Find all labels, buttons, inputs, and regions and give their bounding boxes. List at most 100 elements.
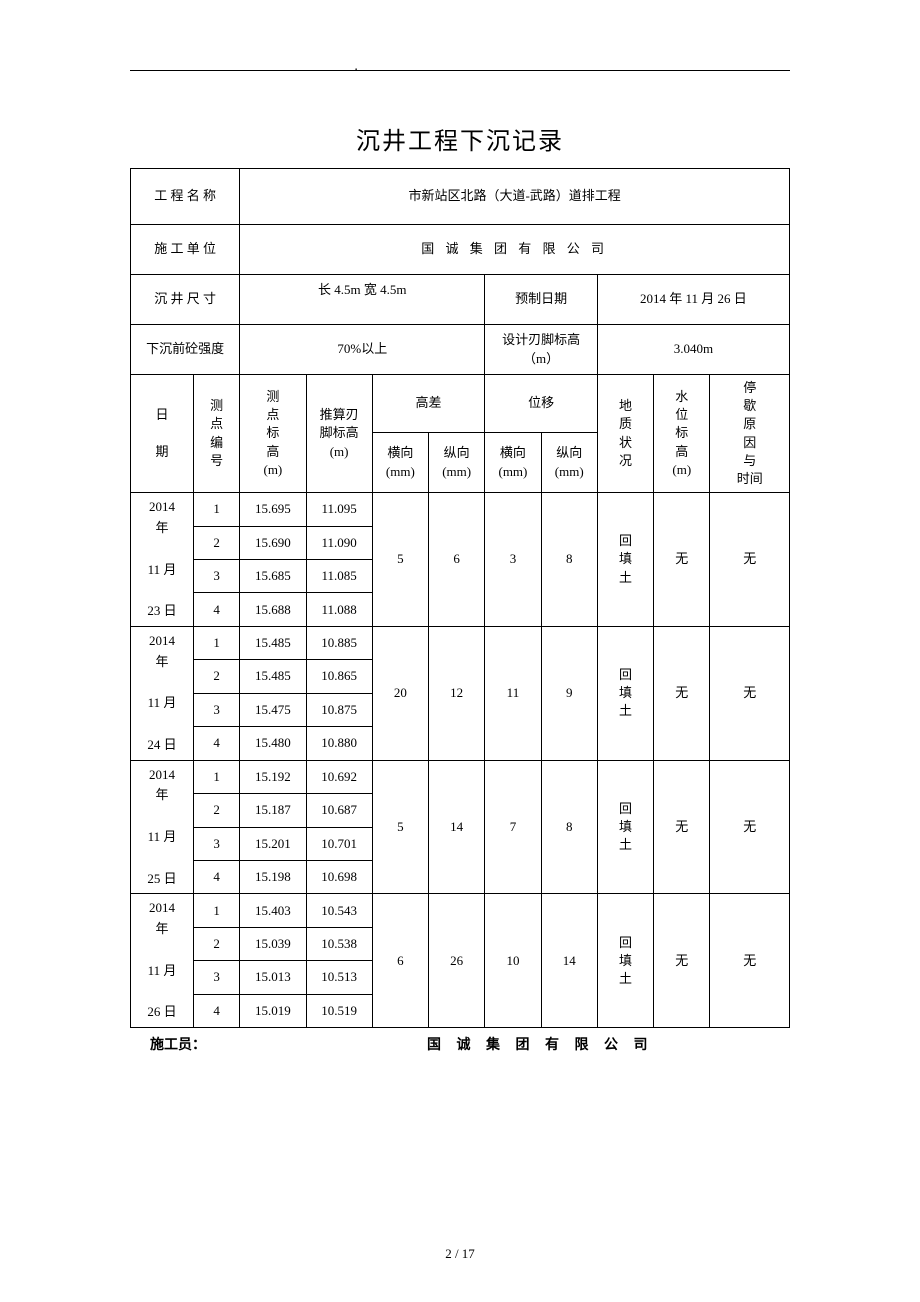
point-elev: 15.013 (240, 961, 306, 994)
construction-unit-value: 国 诚 集 团 有 限 公 司 (240, 225, 790, 275)
point-elev: 15.039 (240, 927, 306, 960)
hd-h: 6 (372, 894, 428, 1028)
calc-elev: 10.875 (306, 693, 372, 726)
disp-v: 14 (541, 894, 597, 1028)
calc-elev: 10.519 (306, 994, 372, 1027)
record-table: 工 程 名 称 市新站区北路（大道-武路）道排工程 施 工 单 位 国 诚 集 … (130, 168, 790, 1028)
footer: 施工员： 国 诚 集 团 有 限 公 司 (130, 1034, 790, 1054)
geology: 回 填 土 (597, 493, 653, 627)
geology: 回 填 土 (597, 760, 653, 894)
point-no: 1 (193, 760, 239, 793)
disp-h: 7 (485, 760, 541, 894)
stop-reason: 无 (710, 760, 790, 894)
point-elev: 15.685 (240, 560, 306, 593)
col-water-level: 水 位 标 高 (m) (654, 375, 710, 493)
point-no: 3 (193, 961, 239, 994)
document-title: 沉井工程下沉记录 (130, 121, 790, 156)
col-geology: 地 质 状 况 (597, 375, 653, 493)
hd-v: 26 (429, 894, 485, 1028)
design-elevation-label: 设计刃脚标高（m） (485, 325, 598, 375)
point-no: 3 (193, 693, 239, 726)
col-height-diff: 高差 (372, 375, 485, 433)
design-elevation-value: 3.040m (597, 325, 789, 375)
caisson-size-label: 沉 井 尺 寸 (131, 275, 240, 325)
calc-elev: 10.865 (306, 660, 372, 693)
col-hd-h: 横向 (mm) (372, 433, 428, 493)
geology: 回 填 土 (597, 626, 653, 760)
stop-reason: 无 (710, 626, 790, 760)
point-no: 3 (193, 827, 239, 860)
point-elev: 15.690 (240, 526, 306, 559)
point-elev: 15.198 (240, 861, 306, 894)
calc-elev: 10.698 (306, 861, 372, 894)
calc-elev: 11.095 (306, 493, 372, 526)
water-level: 无 (654, 493, 710, 627)
caisson-size-value: 长 4.5m 宽 4.5m (240, 275, 485, 325)
page-number: 2 / 17 (0, 1246, 920, 1262)
col-hd-v: 纵向 (mm) (429, 433, 485, 493)
point-elev: 15.475 (240, 693, 306, 726)
point-elev: 15.192 (240, 760, 306, 793)
point-elev: 15.403 (240, 894, 306, 927)
date-cell: 2014 年 11 月 23 日 (131, 493, 194, 627)
point-no: 2 (193, 660, 239, 693)
calc-elev: 11.088 (306, 593, 372, 626)
disp-h: 11 (485, 626, 541, 760)
hd-h: 20 (372, 626, 428, 760)
point-elev: 15.187 (240, 794, 306, 827)
calc-elev: 10.687 (306, 794, 372, 827)
hd-v: 6 (429, 493, 485, 627)
col-displacement: 位移 (485, 375, 598, 433)
geology: 回 填 土 (597, 894, 653, 1028)
point-no: 4 (193, 994, 239, 1027)
prefab-date-value: 2014 年 11 月 26 日 (597, 275, 789, 325)
water-level: 无 (654, 894, 710, 1028)
stop-reason: 无 (710, 894, 790, 1028)
strength-label: 下沉前砼强度 (131, 325, 240, 375)
point-elev: 15.485 (240, 626, 306, 659)
hd-v: 14 (429, 760, 485, 894)
col-date: 日 期 (131, 375, 194, 493)
point-no: 4 (193, 861, 239, 894)
point-elev: 15.485 (240, 660, 306, 693)
disp-v: 8 (541, 493, 597, 627)
water-level: 无 (654, 760, 710, 894)
stop-reason: 无 (710, 493, 790, 627)
point-no: 1 (193, 493, 239, 526)
point-elev: 15.480 (240, 727, 306, 760)
point-no: 4 (193, 593, 239, 626)
point-no: 2 (193, 794, 239, 827)
point-elev: 15.201 (240, 827, 306, 860)
footer-right: 国 诚 集 团 有 限 公 司 (427, 1034, 654, 1054)
point-no: 1 (193, 894, 239, 927)
calc-elev: 10.880 (306, 727, 372, 760)
hd-h: 5 (372, 493, 428, 627)
project-name-value: 市新站区北路（大道-武路）道排工程 (240, 169, 790, 225)
disp-h: 3 (485, 493, 541, 627)
calc-elev: 10.701 (306, 827, 372, 860)
water-level: 无 (654, 626, 710, 760)
point-elev: 15.695 (240, 493, 306, 526)
col-point-elev: 测 点 标 高 (m) (240, 375, 306, 493)
point-elev: 15.019 (240, 994, 306, 1027)
calc-elev: 10.538 (306, 927, 372, 960)
point-no: 4 (193, 727, 239, 760)
hd-h: 5 (372, 760, 428, 894)
col-disp-v: 纵向 (mm) (541, 433, 597, 493)
date-cell: 2014 年 11 月 26 日 (131, 894, 194, 1028)
calc-elev: 10.543 (306, 894, 372, 927)
col-stop-reason: 停 歇 原 因 与 时间 (710, 375, 790, 493)
hd-v: 12 (429, 626, 485, 760)
top-rule (130, 70, 790, 71)
date-cell: 2014 年 11 月 25 日 (131, 760, 194, 894)
calc-elev: 11.085 (306, 560, 372, 593)
disp-v: 8 (541, 760, 597, 894)
point-no: 1 (193, 626, 239, 659)
project-name-label: 工 程 名 称 (131, 169, 240, 225)
prefab-date-label: 预制日期 (485, 275, 598, 325)
point-no: 2 (193, 927, 239, 960)
disp-v: 9 (541, 626, 597, 760)
disp-h: 10 (485, 894, 541, 1028)
construction-unit-label: 施 工 单 位 (131, 225, 240, 275)
calc-elev: 10.692 (306, 760, 372, 793)
